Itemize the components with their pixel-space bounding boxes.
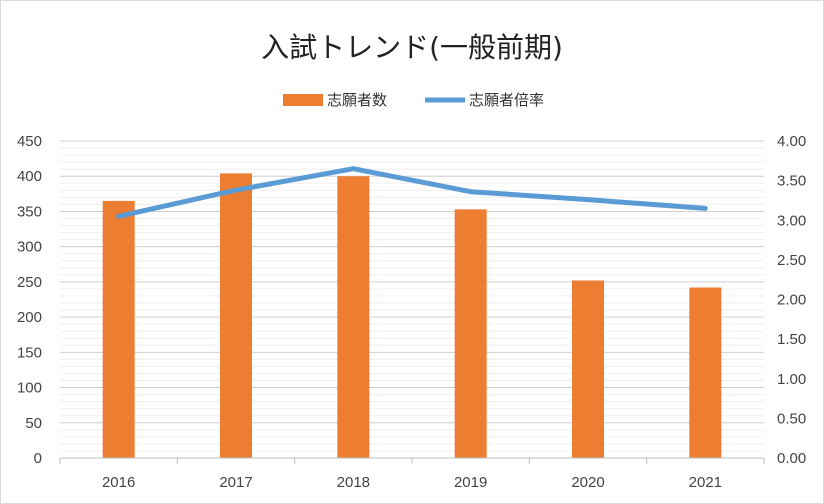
right-tick-label: 1.50 bbox=[777, 331, 806, 348]
right-axis: 0.00 0.50 1.00 1.50 2.00 2.50 3.00 3.50 4.00 bbox=[777, 133, 806, 467]
bar bbox=[220, 173, 252, 458]
bar bbox=[337, 176, 370, 458]
left-tick-label: 150 bbox=[17, 344, 42, 361]
left-tick-label: 250 bbox=[17, 274, 42, 291]
chart-title: 入試トレンド(一般前期) bbox=[261, 31, 563, 64]
legend: 志願者数 志願者倍率 bbox=[283, 91, 544, 109]
left-tick-label: 400 bbox=[17, 168, 42, 185]
x-tick-label: 2016 bbox=[102, 474, 135, 491]
legend-label-line: 志願者倍率 bbox=[469, 91, 544, 109]
left-tick-label: 50 bbox=[25, 415, 42, 432]
x-tick-label: 2021 bbox=[689, 474, 722, 491]
left-axis: 0 50 100 150 200 250 300 350 400 450 bbox=[17, 133, 42, 467]
bar bbox=[102, 200, 135, 458]
x-tick-label: 2019 bbox=[454, 474, 487, 491]
bar-series bbox=[102, 173, 722, 458]
left-tick-label: 100 bbox=[17, 380, 42, 397]
x-tick-label: 2018 bbox=[337, 474, 370, 491]
right-tick-label: 0.50 bbox=[777, 410, 806, 427]
right-tick-label: 2.00 bbox=[777, 292, 806, 309]
line-series bbox=[116, 166, 708, 219]
right-tick-label: 2.50 bbox=[777, 252, 806, 269]
legend-label-bars: 志願者数 bbox=[327, 91, 387, 109]
left-tick-label: 300 bbox=[17, 239, 42, 256]
left-tick-label: 350 bbox=[17, 203, 42, 220]
x-tick-label: 2020 bbox=[571, 474, 604, 491]
left-tick-label: 0 bbox=[34, 450, 42, 467]
legend-swatch-bars bbox=[283, 94, 323, 106]
bar bbox=[689, 287, 722, 458]
bar bbox=[572, 280, 604, 458]
right-tick-label: 3.50 bbox=[777, 173, 806, 190]
bar bbox=[454, 209, 487, 458]
gridlines bbox=[60, 140, 764, 452]
left-tick-label: 200 bbox=[17, 309, 42, 326]
x-axis: 2016 2017 2018 2019 2020 2021 bbox=[59, 457, 765, 491]
right-tick-label: 3.00 bbox=[777, 212, 806, 229]
right-tick-label: 1.00 bbox=[777, 371, 806, 388]
x-tick-label: 2017 bbox=[219, 474, 252, 491]
right-tick-label: 0.00 bbox=[777, 450, 806, 467]
left-tick-label: 450 bbox=[17, 133, 42, 150]
right-tick-label: 4.00 bbox=[777, 133, 806, 150]
series-line bbox=[116, 166, 708, 219]
